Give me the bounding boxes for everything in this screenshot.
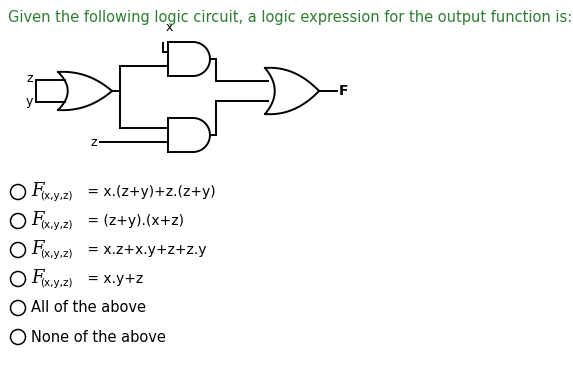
Text: Given the following logic circuit, a logic expression for the output function is: Given the following logic circuit, a log… (8, 10, 572, 25)
Text: F: F (31, 182, 44, 200)
Text: y: y (26, 95, 33, 108)
Text: = x.(z+y)+z.(z+y): = x.(z+y)+z.(z+y) (83, 185, 215, 199)
Text: = (z+y).(x+z): = (z+y).(x+z) (83, 214, 184, 228)
Text: F: F (31, 269, 44, 287)
Text: = x.y+z: = x.y+z (83, 272, 143, 286)
Text: = x.z+x.y+z+z.y: = x.z+x.y+z+z.y (83, 243, 206, 257)
Text: F: F (31, 211, 44, 229)
Text: z: z (91, 136, 97, 149)
Text: (x,y,z): (x,y,z) (41, 249, 73, 259)
Text: (x,y,z): (x,y,z) (41, 191, 73, 201)
Text: x: x (166, 21, 174, 34)
Text: (x,y,z): (x,y,z) (41, 278, 73, 288)
Text: F: F (339, 84, 348, 98)
Text: All of the above: All of the above (31, 300, 146, 316)
Text: (x,y,z): (x,y,z) (41, 220, 73, 230)
Text: None of the above: None of the above (31, 329, 166, 344)
Text: F: F (31, 240, 44, 258)
Text: z: z (26, 72, 33, 85)
